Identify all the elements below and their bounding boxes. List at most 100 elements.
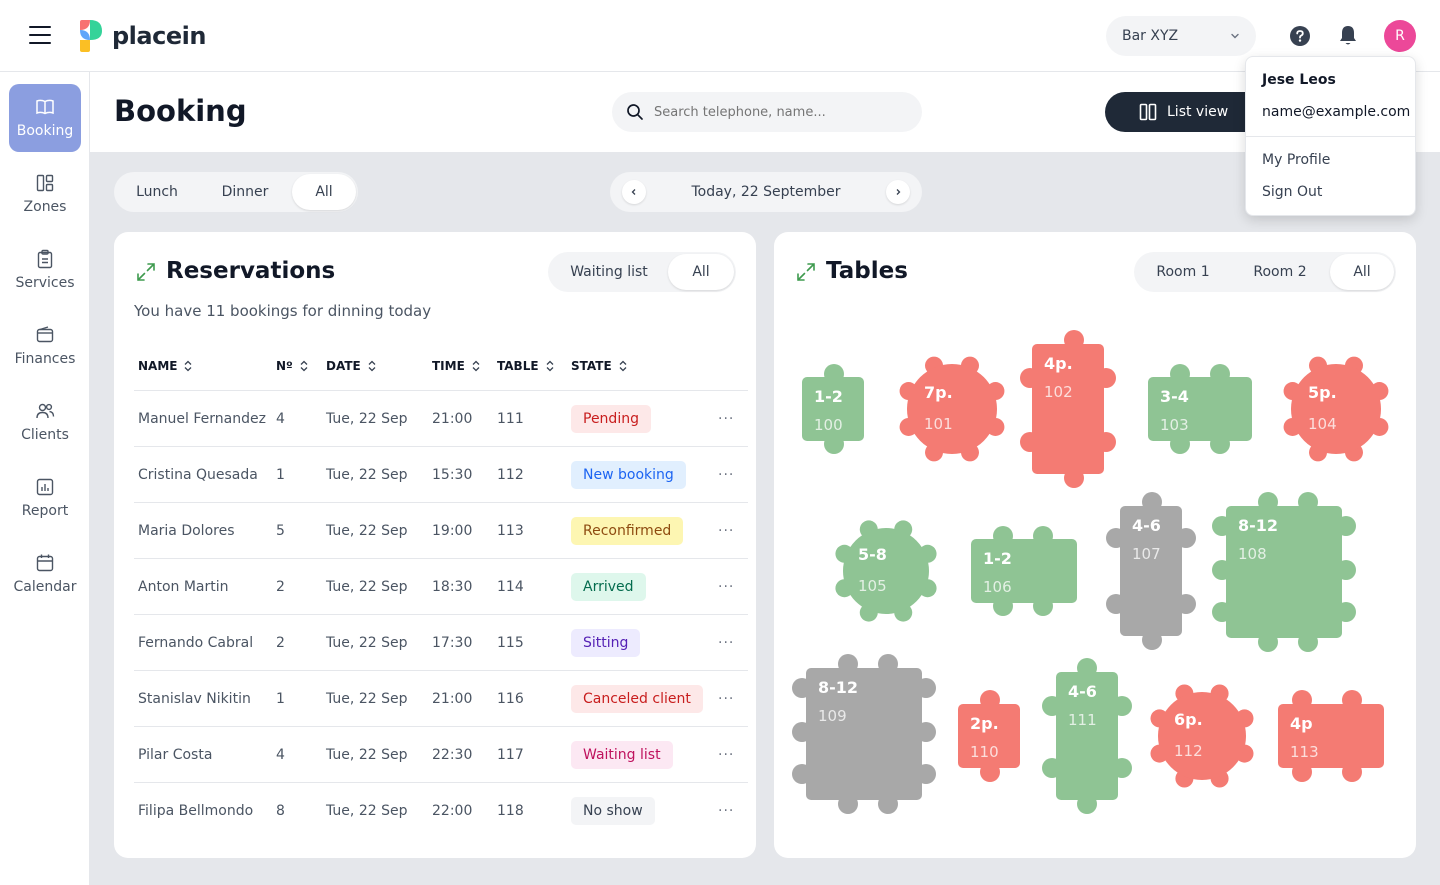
- help-icon[interactable]: [1286, 22, 1314, 50]
- column-header-date[interactable]: DATE: [326, 359, 377, 373]
- cell-guests: 4: [276, 747, 285, 763]
- sidebar-item-report[interactable]: Report: [9, 464, 81, 532]
- table-body: [843, 528, 929, 614]
- column-header-state[interactable]: STATE: [571, 359, 628, 373]
- filter-waiting-list[interactable]: Waiting list: [570, 264, 648, 280]
- previous-day-button[interactable]: [622, 180, 646, 204]
- cell-date: Tue, 22 Sep: [326, 467, 408, 483]
- column-header-table[interactable]: TABLE: [497, 359, 555, 373]
- column-header-name[interactable]: NAME: [138, 359, 193, 373]
- table-row[interactable]: Manuel Fernandez 4 Tue, 22 Sep 21:00 111 Pend…: [134, 390, 748, 446]
- row-actions-icon[interactable]: ···: [718, 579, 735, 595]
- table-body: [802, 377, 864, 441]
- cell-date: Tue, 22 Sep: [326, 635, 408, 651]
- floor-table[interactable]: 7p. 101: [899, 356, 1005, 462]
- floor-table[interactable]: 8-12 109: [792, 654, 936, 814]
- table-row[interactable]: Stanislav Nikitin 1 Tue, 22 Sep 21:00 116 Can…: [134, 670, 748, 726]
- users-icon: [36, 403, 55, 419]
- room-filter: Room 1 Room 2 All: [1134, 252, 1396, 292]
- floor-table[interactable]: 5p. 104: [1283, 356, 1389, 462]
- meal-option-all[interactable]: All: [292, 174, 356, 210]
- floor-table[interactable]: 8-12 108: [1212, 492, 1356, 652]
- table-capacity-label: 1-2: [814, 387, 843, 406]
- menu-icon[interactable]: [29, 26, 51, 44]
- floor-table[interactable]: 4-6 107: [1106, 492, 1196, 650]
- table-number: 105: [858, 577, 887, 595]
- divider: [1246, 136, 1415, 137]
- floor-table[interactable]: 5-8 105: [835, 520, 937, 622]
- floor-table[interactable]: 3-4 103: [1148, 364, 1252, 454]
- cell-date: Tue, 22 Sep: [326, 691, 408, 707]
- row-actions-icon[interactable]: ···: [718, 411, 735, 427]
- status-badge: No show: [571, 797, 655, 825]
- expand-icon[interactable]: [796, 262, 816, 282]
- sort-icon: [546, 360, 553, 372]
- avatar[interactable]: R: [1384, 20, 1416, 52]
- cell-state: Canceled client: [571, 671, 703, 727]
- cell-time: 17:30: [432, 635, 473, 651]
- top-bar: placein Bar XYZ R: [0, 0, 1440, 72]
- sidebar-item-calendar[interactable]: Calendar: [9, 540, 81, 608]
- columns-icon: [1139, 103, 1157, 121]
- table-capacity-label: 4p.: [1044, 354, 1073, 373]
- search-box[interactable]: [612, 92, 922, 132]
- column-label: NAME: [138, 359, 178, 373]
- bell-icon[interactable]: [1334, 22, 1362, 50]
- reservations-title: Reservations: [166, 258, 336, 284]
- expand-icon[interactable]: [136, 262, 156, 282]
- room-option-1[interactable]: Room 1: [1156, 264, 1210, 280]
- floor-table[interactable]: 1-2 106: [971, 526, 1077, 616]
- logo[interactable]: placein: [80, 20, 206, 52]
- table-body: [1148, 377, 1252, 441]
- list-view-button[interactable]: List view: [1105, 92, 1265, 132]
- table-capacity-label: 8-12: [1238, 516, 1278, 535]
- floor-table[interactable]: 4-6 111: [1042, 658, 1132, 814]
- row-actions-icon[interactable]: ···: [718, 467, 735, 483]
- floor-table[interactable]: 4p 113: [1278, 690, 1384, 782]
- sidebar-item-zones[interactable]: Zones: [9, 160, 81, 228]
- floor-table[interactable]: 1-2 100: [802, 364, 864, 454]
- room-option-all[interactable]: All: [1330, 254, 1394, 290]
- filter-all[interactable]: All: [668, 254, 734, 290]
- table-body: [958, 704, 1020, 768]
- sidebar-item-clients[interactable]: Clients: [9, 388, 81, 456]
- sidebar-item-finances[interactable]: Finances: [9, 312, 81, 380]
- page-title: Booking: [114, 94, 247, 128]
- table-row[interactable]: Filipa Bellmondo 8 Tue, 22 Sep 22:00 118 No s…: [134, 782, 748, 838]
- chevron-right-icon: [896, 189, 901, 195]
- table-capacity-label: 8-12: [818, 678, 858, 697]
- meal-option-lunch[interactable]: Lunch: [136, 184, 178, 200]
- row-actions-icon[interactable]: ···: [718, 747, 735, 763]
- table-number: 111: [1068, 711, 1097, 729]
- floor-table[interactable]: 2p. 110: [958, 690, 1020, 782]
- table-capacity-label: 5-8: [858, 545, 887, 564]
- venue-select[interactable]: Bar XYZ: [1106, 16, 1256, 56]
- column-header-count[interactable]: Nº: [276, 359, 309, 373]
- logo-text: placein: [112, 22, 206, 50]
- user-menu: Jese Leos name@example.com My Profile Si…: [1245, 56, 1416, 216]
- room-option-2[interactable]: Room 2: [1253, 264, 1307, 280]
- table-row[interactable]: Pilar Costa 4 Tue, 22 Sep 22:30 117 Waiting l…: [134, 726, 748, 782]
- meal-option-dinner[interactable]: Dinner: [221, 184, 269, 200]
- table-row[interactable]: Cristina Quesada 1 Tue, 22 Sep 15:30 112 New …: [134, 446, 748, 502]
- table-row[interactable]: Fernando Cabral 2 Tue, 22 Sep 17:30 115 Sitti…: [134, 614, 748, 670]
- column-header-time[interactable]: TIME: [432, 359, 481, 373]
- table-capacity-label: 5p.: [1308, 383, 1337, 402]
- table-row[interactable]: Maria Dolores 5 Tue, 22 Sep 19:00 113 Reconfi…: [134, 502, 748, 558]
- row-actions-icon[interactable]: ···: [718, 635, 735, 651]
- search-input[interactable]: [654, 104, 904, 120]
- row-actions-icon[interactable]: ···: [718, 523, 735, 539]
- sidebar-item-booking[interactable]: Booking: [9, 84, 81, 152]
- floor-table[interactable]: 6p. 112: [1150, 684, 1254, 788]
- table-row[interactable]: Anton Martin 2 Tue, 22 Sep 18:30 114 Arrived ·…: [134, 558, 748, 614]
- row-actions-icon[interactable]: ···: [718, 691, 735, 707]
- table-number: 102: [1044, 383, 1073, 401]
- sign-out-link[interactable]: Sign Out: [1262, 184, 1323, 200]
- next-day-button[interactable]: [885, 180, 910, 204]
- table-capacity-label: 1-2: [983, 549, 1012, 568]
- floor-table[interactable]: 4p. 102: [1020, 330, 1116, 488]
- my-profile-link[interactable]: My Profile: [1262, 152, 1331, 168]
- column-label: TABLE: [497, 359, 539, 373]
- sidebar-item-services[interactable]: Services: [9, 236, 81, 304]
- row-actions-icon[interactable]: ···: [718, 803, 735, 819]
